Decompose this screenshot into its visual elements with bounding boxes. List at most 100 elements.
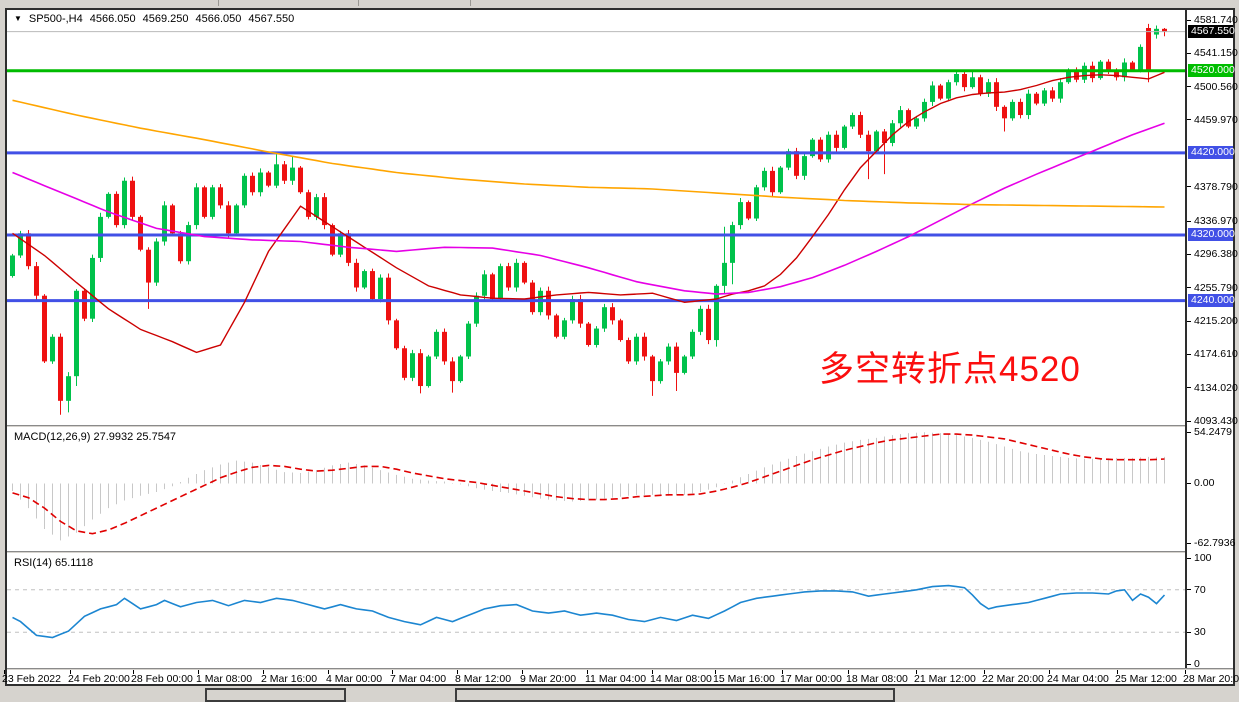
candle-body xyxy=(1162,28,1167,32)
candle-body xyxy=(674,346,679,373)
candle-body xyxy=(650,356,655,382)
candlestick-chart-canvas[interactable] xyxy=(7,10,1185,425)
candle-body xyxy=(418,353,423,387)
candle-body xyxy=(842,126,847,148)
candle-body xyxy=(242,175,247,206)
time-label: 28 Mar 20:00 xyxy=(1183,673,1239,685)
candle-body xyxy=(914,118,919,127)
price-tick-label: 4296.380 xyxy=(1194,248,1238,261)
candle-body xyxy=(426,356,431,387)
candle-body xyxy=(234,205,239,234)
panel-divider[interactable] xyxy=(7,425,1233,428)
time-axis[interactable]: 23 Feb 2022 24 Feb 20:00 28 Feb 00:00 1 Mar… xyxy=(2,670,1239,685)
time-tick-mark xyxy=(1117,670,1118,674)
price-tick-mark xyxy=(1187,353,1191,355)
candle-body xyxy=(818,139,823,160)
time-tick-mark xyxy=(4,670,5,674)
candle-body xyxy=(226,205,231,234)
macd-chart-canvas[interactable] xyxy=(7,428,1185,551)
candle-body xyxy=(106,193,111,217)
time-tick-mark xyxy=(984,670,985,674)
candle-body xyxy=(58,336,63,401)
price-tick-label: 4215.200 xyxy=(1194,315,1238,327)
candle-body xyxy=(122,180,127,226)
price-tick-label: 4541.150 xyxy=(1194,47,1238,60)
toolbar-separator xyxy=(470,0,471,6)
ohlc-low: 4566.050 xyxy=(195,13,242,25)
candle-body xyxy=(386,277,391,321)
macd-signal-line xyxy=(12,433,1165,535)
candle-body xyxy=(554,315,559,337)
candle-body xyxy=(634,336,639,362)
price-tick-mark xyxy=(1187,52,1191,54)
macd-tick-mark xyxy=(1187,542,1191,544)
candle-body xyxy=(258,172,263,193)
candle-body xyxy=(762,170,767,188)
candle-body xyxy=(546,290,551,316)
rsi-indicator-label: RSI(14) 65.1118 xyxy=(14,557,94,569)
candle-body xyxy=(642,336,647,357)
ma-magenta-line xyxy=(12,122,1165,295)
main-price-panel[interactable] xyxy=(7,10,1185,425)
candle-body xyxy=(474,295,479,324)
time-label: 23 Feb 2022 xyxy=(2,673,61,685)
time-tick-mark xyxy=(782,670,783,674)
rsi-tick-mark xyxy=(1187,631,1191,633)
time-label: 7 Mar 04:00 xyxy=(390,673,447,685)
candle-body xyxy=(610,307,615,321)
price-tick-mark xyxy=(1187,253,1191,255)
rsi-tick-label: 70 xyxy=(1194,583,1206,596)
ohlc-high: 4569.250 xyxy=(142,13,189,25)
candle-body xyxy=(42,295,47,362)
candle-body xyxy=(218,187,223,206)
price-tick-label: 4093.430 xyxy=(1194,415,1238,427)
candle-body xyxy=(210,187,215,217)
panel-divider[interactable] xyxy=(7,551,1233,554)
candle-body xyxy=(394,320,399,349)
time-label: 2 Mar 16:00 xyxy=(261,673,318,685)
price-tick-label: 4378.790 xyxy=(1194,180,1238,193)
macd-indicator-panel[interactable] xyxy=(7,428,1185,551)
price-badge-4567.550: 4567.550 xyxy=(1188,25,1235,39)
candle-body xyxy=(890,123,895,143)
chart-text-annotation[interactable]: 多空转折点4520 xyxy=(819,350,1081,389)
candle-body xyxy=(434,331,439,357)
price-tick-label: 4336.970 xyxy=(1194,215,1238,227)
candle-body xyxy=(482,274,487,296)
candle-body xyxy=(946,82,951,99)
candle-body xyxy=(754,187,759,219)
macd-tick-label: 0.00 xyxy=(1194,477,1215,490)
candle-body xyxy=(82,290,87,319)
candle-body xyxy=(1130,62,1135,70)
time-label: 14 Mar 08:00 xyxy=(650,673,712,685)
rsi-indicator-panel[interactable] xyxy=(7,554,1185,668)
price-tick-mark xyxy=(1187,387,1191,389)
candle-body xyxy=(1082,65,1087,80)
price-tick-mark xyxy=(1187,119,1191,121)
candle-body xyxy=(666,346,671,362)
ohlc-open: 4566.050 xyxy=(89,13,136,25)
candle-body xyxy=(506,266,511,288)
candle-body xyxy=(402,348,407,378)
candle-body xyxy=(682,356,687,373)
candle-body xyxy=(138,216,143,250)
candle-body xyxy=(66,376,71,401)
candle-body xyxy=(834,134,839,148)
statusbar-cell xyxy=(205,688,346,702)
time-label: 11 Mar 04:00 xyxy=(585,673,647,685)
candle-body xyxy=(1002,106,1007,119)
candle-body xyxy=(978,77,983,94)
candle-body xyxy=(162,205,167,242)
candle-body xyxy=(802,156,807,176)
collapse-arrow-icon[interactable]: ▼ xyxy=(14,14,22,23)
candle-body xyxy=(882,131,887,143)
candle-body xyxy=(626,340,631,362)
statusbar-remnant-strip xyxy=(0,686,1239,702)
candle-body xyxy=(810,139,815,157)
candle-body xyxy=(658,361,663,382)
time-label: 9 Mar 20:00 xyxy=(520,673,577,685)
price-axis[interactable]: 4581.740 4541.150 4500.560 4459.970 4378.790… xyxy=(1185,10,1238,670)
candle-body xyxy=(170,205,175,234)
rsi-chart-canvas[interactable] xyxy=(7,554,1185,668)
candle-body xyxy=(602,307,607,329)
